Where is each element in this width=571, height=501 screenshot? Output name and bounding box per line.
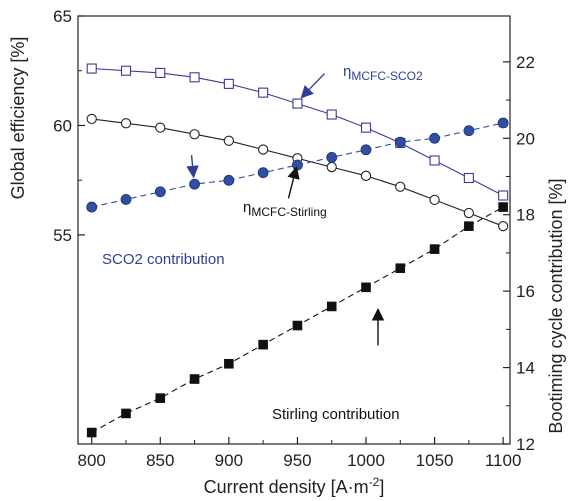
annotation-arrow [300, 73, 325, 99]
series-2-point [394, 136, 406, 148]
series-3-point [121, 408, 131, 419]
series-3-line [91, 206, 504, 433]
series-2-point [223, 174, 235, 186]
series-3-point [292, 320, 303, 331]
series-0-point [360, 122, 372, 133]
series-1-point [155, 122, 166, 133]
series-3-point [189, 374, 200, 384]
y-axis-label-right: Bootiming cycle contribution [%] [546, 178, 566, 433]
series-3-point [395, 263, 406, 274]
series-2-point [120, 194, 132, 205]
series-0-point [223, 78, 234, 89]
series-2-point [429, 132, 440, 144]
plot-frame [77, 15, 511, 445]
series-2-point [326, 151, 338, 163]
x-tick-label: 900 [215, 451, 243, 470]
series-3-point [155, 393, 166, 403]
series-0-point [326, 109, 337, 120]
x-tick-label: 950 [283, 451, 311, 470]
annotation-label: Stirling contribution [272, 406, 400, 423]
series-2-point [257, 167, 269, 179]
series-3-point [498, 202, 508, 212]
annotations-group: ηMCFC-SCO2 ηMCFC-Stirling SCO2 contributio… [102, 63, 423, 423]
y-left-tick-label: 65 [53, 7, 72, 26]
x-tick-label: 800 [78, 451, 106, 470]
annotation-arrow [186, 155, 199, 179]
y-axis-label-left: Global efficiency [%] [8, 37, 28, 200]
series-3-point [258, 339, 268, 350]
x-axis-ticks: 800 850 900 950 1000 1050 1100 [78, 437, 522, 470]
y-right-tick-label: 22 [516, 53, 535, 72]
series-1-point [86, 113, 97, 125]
series-1-point [360, 170, 372, 181]
series-3-point [361, 282, 371, 293]
series-3-point [86, 427, 97, 438]
series-group [86, 63, 509, 438]
series-3-point [326, 301, 337, 312]
series-0-point [86, 63, 97, 74]
annotation-arrow [287, 166, 300, 199]
series-0-point [292, 98, 303, 109]
series-3-point [464, 221, 474, 231]
right-axis-ticks: 12 14 16 18 20 22 [503, 53, 535, 454]
x-tick-label: 850 [146, 451, 174, 470]
series-2-point [189, 178, 200, 190]
series-1-point [120, 118, 132, 129]
series-1-point [257, 144, 269, 155]
series-2-point [292, 159, 303, 171]
series-3-point [224, 358, 234, 369]
series-0-point [120, 65, 132, 76]
series-2-point [86, 201, 98, 213]
y-right-tick-label: 18 [516, 206, 535, 225]
left-axis-ticks: 55 60 65 [53, 7, 85, 245]
x-tick-label: 1050 [416, 451, 454, 470]
series-1-point [189, 129, 200, 140]
series-3-point [429, 244, 440, 254]
series-1-point [463, 207, 475, 219]
series-0-point [155, 67, 166, 78]
y-left-tick-label: 60 [53, 116, 72, 135]
series-2-point [360, 144, 372, 156]
series-1-point [223, 135, 235, 146]
series-2-point [154, 186, 166, 198]
series-0-point [463, 172, 474, 184]
y-right-tick-label: 14 [516, 359, 535, 378]
series-0-point [189, 72, 200, 83]
y-right-tick-label: 16 [516, 282, 535, 301]
series-1-point [326, 161, 337, 173]
annotation-label: ηMCFC-Stirling [243, 199, 327, 219]
x-tick-label: 1000 [347, 451, 385, 470]
series-0-line [91, 67, 504, 196]
y-right-tick-label: 12 [516, 435, 535, 454]
series-1-point [497, 221, 509, 232]
series-2-point [463, 125, 475, 137]
series-2-point [497, 117, 509, 129]
x-tick-label: 1100 [485, 451, 522, 470]
y-right-tick-label: 20 [516, 129, 535, 148]
series-0-point [498, 190, 509, 201]
x-axis-label: Current density [A·m-2] [204, 475, 385, 497]
annotation-label: SCO2 contribution [102, 251, 225, 268]
series-1-point [395, 181, 406, 192]
series-0-point [429, 155, 440, 166]
annotation-label: ηMCFC-SCO2 [343, 63, 423, 83]
y-left-tick-label: 55 [53, 226, 72, 245]
series-0-point [258, 87, 269, 98]
series-1-point [429, 194, 440, 206]
